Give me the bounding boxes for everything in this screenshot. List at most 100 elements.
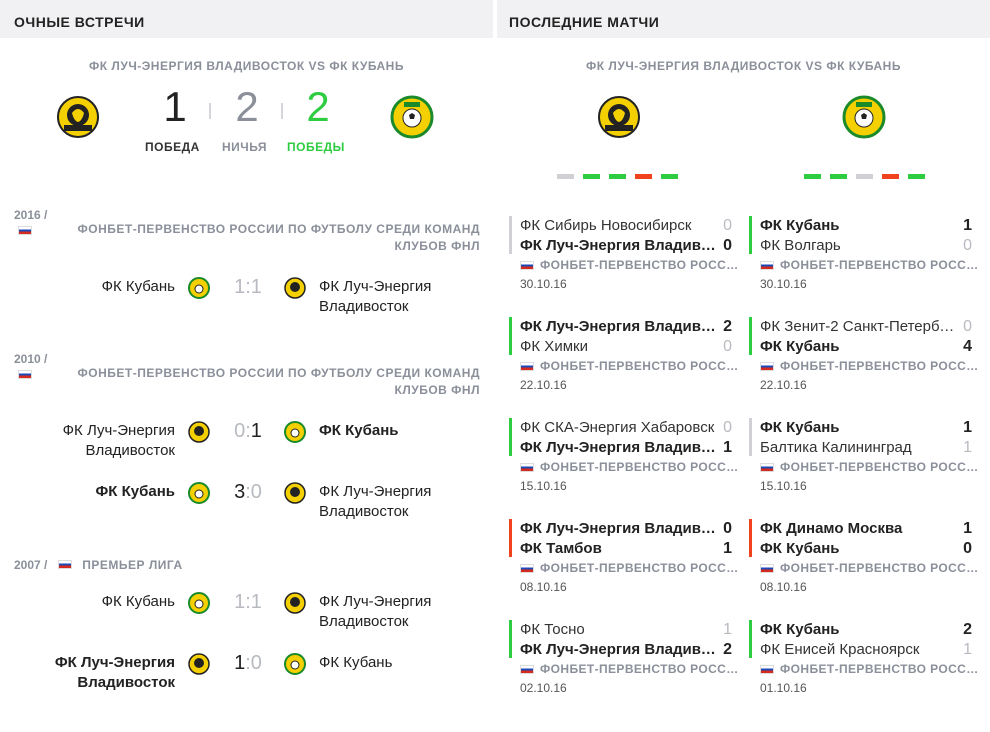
away-team: ФК Луч-Энергия Владивосток (319, 483, 432, 520)
h2h-match[interactable]: ФК Кубань 1:1 ФК Луч-Энергия Владивосток (0, 591, 493, 636)
season-2007: 2007 / ПРЕМЬЕР ЛИГА (14, 556, 480, 574)
h2h-wins-left: 1 (160, 83, 190, 131)
match-date: 15.10.16 (520, 479, 567, 493)
luch-crest-icon[interactable] (597, 95, 641, 139)
draws-label: НИЧЬЯ (222, 140, 268, 154)
russia-flag-icon (760, 261, 774, 271)
h2h-match[interactable]: ФК Луч-Энергия Владивосток 0:1 ФК Кубань (0, 420, 493, 465)
match-date: 01.10.16 (760, 681, 807, 695)
team-name: ФК Динамо Москва (760, 520, 903, 537)
result-bar (509, 620, 512, 658)
recent-match-card[interactable]: ФК Луч-Энергия Владивосток 2 ФК Химки 0 ФОНБ… (509, 315, 741, 397)
team-name: ФК Тамбов (520, 540, 602, 557)
home-team: ФК Кубань (95, 483, 175, 500)
recent-match-card[interactable]: ФК Динамо Москва 1 ФК Кубань 0 ФОНБЕТ-ПЕРВЕН… (749, 517, 981, 599)
team-name: ФК Луч-Энергия Владивосток (520, 237, 716, 254)
team-name: ФК Химки (520, 338, 588, 355)
wins-left-count: 1 (163, 83, 187, 130)
match-date: 22.10.16 (520, 378, 567, 392)
season-competition[interactable]: ФОНБЕТ-ПЕРВЕНСТВО РОССИИ ПО ФУТБОЛУ СРЕД… (77, 366, 480, 397)
recent-match-card[interactable]: ФК Кубань 1 ФК Волгарь 0 ФОНБЕТ-ПЕРВЕНСТВО Р… (749, 214, 981, 296)
h2h-match[interactable]: ФК Кубань 1:1 ФК Луч-Энергия Владивосток (0, 276, 493, 321)
russia-flag-icon (520, 463, 534, 473)
team-row: Балтика Калининград 1 (760, 438, 972, 458)
match-date: 08.10.16 (520, 580, 567, 594)
russia-flag-icon (760, 362, 774, 372)
left-team-form (557, 166, 687, 179)
team-row: ФК Волгарь 0 (760, 236, 972, 256)
goals: 0 (723, 419, 732, 436)
result-bar (749, 620, 752, 658)
match-competition: ФОНБЕТ-ПЕРВЕНСТВО РОССИИ (520, 561, 740, 575)
match-competition: ФОНБЕТ-ПЕРВЕНСТВО РОССИИ (520, 662, 740, 676)
kuban-crest-icon[interactable] (842, 95, 886, 139)
away-team: ФК Луч-Энергия Владивосток (319, 593, 432, 630)
team-row: ФК Тосно 1 (520, 620, 732, 640)
goals: 0 (723, 520, 732, 537)
away-team: ФК Луч-Энергия Владивосток (319, 278, 432, 315)
home-team: ФК Кубань (101, 278, 175, 295)
season-year: 2007 / (14, 558, 48, 572)
goals: 2 (963, 621, 972, 638)
team-row: ФК Кубань 2 (760, 620, 972, 640)
h2h-match[interactable]: ФК Луч-Энергия Владивосток 1:0 ФК Кубань (0, 652, 493, 697)
match-competition: ФОНБЕТ-ПЕРВЕНСТВО РОССИИ (760, 258, 980, 272)
season-competition[interactable]: ПРЕМЬЕР ЛИГА (82, 558, 183, 572)
goals: 1 (723, 439, 732, 456)
luch-crest-icon (284, 482, 306, 504)
recent-match-card[interactable]: ФК Зенит-2 Санкт-Петербург 0 ФК Кубань 4 ФОН… (749, 315, 981, 397)
kuban-crest-icon (284, 653, 306, 675)
recent-match-card[interactable]: ФК Кубань 1 Балтика Калининград 1 ФОНБЕТ-ПЕР… (749, 416, 981, 498)
recent-match-card[interactable]: ФК Сибирь Новосибирск 0 ФК Луч-Энергия Вла… (509, 214, 741, 296)
goals: 2 (723, 318, 732, 335)
season-competition[interactable]: ФОНБЕТ-ПЕРВЕНСТВО РОССИИ ПО ФУТБОЛУ СРЕД… (77, 222, 480, 253)
team-row: ФК Химки 0 (520, 337, 732, 357)
team-name: Балтика Калининград (760, 439, 912, 456)
team-name: ФК Луч-Энергия Владивосток (520, 318, 716, 335)
luch-crest-icon (188, 421, 210, 443)
luch-crest-icon[interactable] (56, 95, 100, 139)
result-bar (509, 418, 512, 456)
match-date: 08.10.16 (760, 580, 807, 594)
match-score: 1:1 (234, 591, 262, 613)
form-result-draw (856, 174, 873, 179)
form-result-loss (882, 174, 899, 179)
season-year: 2010 / (14, 352, 48, 366)
russia-flag-icon (520, 665, 534, 675)
goals: 0 (963, 237, 972, 254)
form-result-win (583, 174, 600, 179)
team-row: ФК Луч-Энергия Владивосток 1 (520, 438, 732, 458)
russia-flag-icon (520, 564, 534, 574)
result-bar (749, 216, 752, 254)
russia-flag-icon (18, 370, 32, 379)
divider (281, 103, 283, 119)
home-team: ФК Кубань (101, 593, 175, 610)
team-row: ФК СКА-Энергия Хабаровск 0 (520, 418, 732, 438)
kuban-crest-icon[interactable] (390, 95, 434, 139)
recent-match-card[interactable]: ФК СКА-Энергия Хабаровск 0 ФК Луч-Энергия … (509, 416, 741, 498)
kuban-crest-icon (188, 277, 210, 299)
h2h-match[interactable]: ФК Кубань 3:0 ФК Луч-Энергия Владивосток (0, 481, 493, 526)
recent-match-card[interactable]: ФК Кубань 2 ФК Енисей Красноярск 1 ФОНБЕТ-ПЕ… (749, 618, 981, 700)
russia-flag-icon (520, 362, 534, 372)
team-name: ФК Луч-Энергия Владивосток (520, 520, 716, 537)
team-row: ФК Сибирь Новосибирск 0 (520, 216, 732, 236)
wins-left-label: ПОБЕДА (145, 140, 200, 154)
team-name: ФК Енисей Красноярск (760, 641, 920, 658)
result-bar (509, 519, 512, 557)
recent-match-card[interactable]: ФК Тосно 1 ФК Луч-Энергия Владивосток 2 ФОНБ… (509, 618, 741, 700)
match-date: 30.10.16 (520, 277, 567, 291)
h2h-wins-right: 2 (303, 83, 333, 131)
goals: 0 (723, 338, 732, 355)
team-name: ФК Луч-Энергия Владивосток (520, 641, 716, 658)
recent-match-card[interactable]: ФК Луч-Энергия Владивосток 0 ФК Тамбов 1 ФОН… (509, 517, 741, 599)
h2h-draws: 2 (232, 83, 262, 131)
russia-flag-icon (18, 226, 32, 235)
wins-right-label: ПОБЕДЫ (287, 140, 345, 154)
home-team: ФК Луч-Энергия Владивосток (54, 654, 175, 691)
draws-count: 2 (235, 83, 259, 130)
team-row: ФК Кубань 1 (760, 418, 972, 438)
goals: 1 (963, 520, 972, 537)
recent-panel: Последние матчи ФК ЛУЧ-ЭНЕРГИЯ ВЛАДИВОСТ… (497, 0, 990, 732)
h2h-header: Очные встречи (0, 0, 493, 38)
